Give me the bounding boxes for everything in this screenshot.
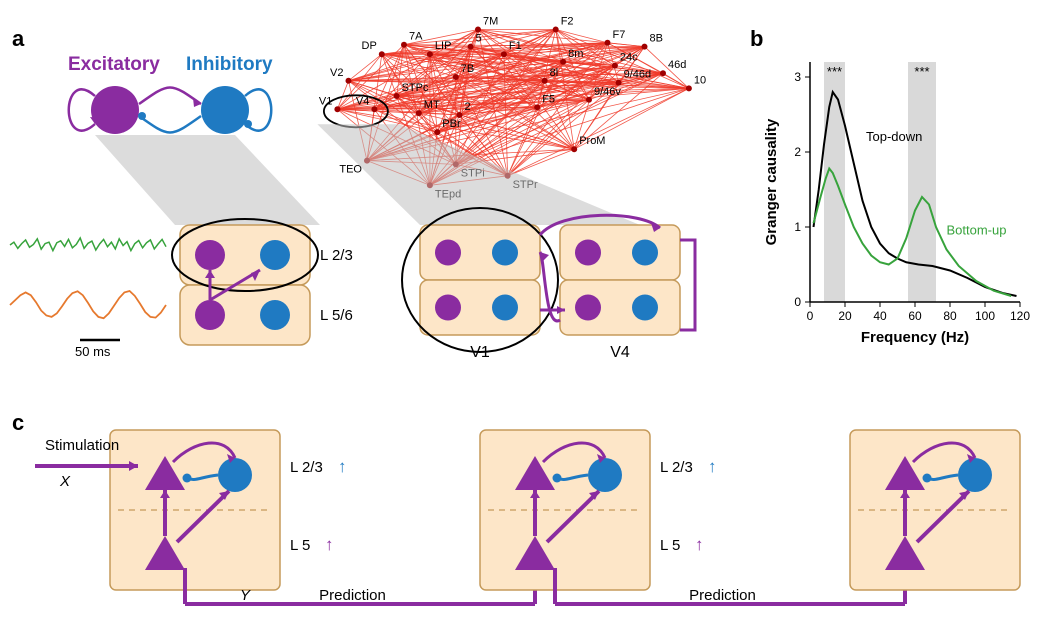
layer-l5: L 5 xyxy=(660,537,680,554)
network-node-label: F2 xyxy=(561,16,574,28)
scalebar-label: 50 ms xyxy=(75,344,111,359)
ylabel: Granger causality xyxy=(763,118,780,245)
series-label-topdown: Top-down xyxy=(866,129,922,144)
network-node-label: 7M xyxy=(483,16,498,28)
network-node-label: TEO xyxy=(339,164,362,176)
network-node-label: 8l xyxy=(550,67,559,79)
network-node-label: MT xyxy=(424,99,440,111)
network-node-label: 7B xyxy=(461,63,474,75)
series-label-bottomup: Bottom-up xyxy=(947,223,1007,238)
network-node-label: ProM xyxy=(579,135,605,147)
svg-text:20: 20 xyxy=(838,309,852,323)
svg-text:↑: ↑ xyxy=(708,457,717,476)
sig-marker: *** xyxy=(914,64,929,79)
figure-canvas: ExcitatoryInhibitoryL 2/3L 5/650 msV1V4V… xyxy=(0,0,1050,629)
svg-text:60: 60 xyxy=(908,309,922,323)
network-node-label: DP xyxy=(362,40,377,52)
sig-band xyxy=(824,62,845,302)
xlabel: Frequency (Hz) xyxy=(861,329,969,346)
svg-text:0: 0 xyxy=(794,295,801,309)
trace-gamma xyxy=(10,238,166,251)
network-node-label: STPc xyxy=(402,82,429,94)
sig-marker: *** xyxy=(827,64,842,79)
stimulation-label: Stimulation xyxy=(45,437,119,454)
svg-text:0: 0 xyxy=(807,309,814,323)
network-node-label: 24c xyxy=(620,52,638,64)
svg-text:80: 80 xyxy=(943,309,957,323)
network-node-label: 8m xyxy=(568,48,583,60)
layer-l23: L 2/3 xyxy=(660,459,693,476)
svg-text:1: 1 xyxy=(794,220,801,234)
area-label: V4 xyxy=(610,344,630,361)
x-label: X xyxy=(59,473,71,490)
layer-label-lower: L 5/6 xyxy=(320,307,353,324)
network-node-label: 10 xyxy=(694,74,706,86)
prediction-label: Prediction xyxy=(319,587,386,604)
network-node-label: 8B xyxy=(650,33,663,45)
network-node-label: 9/46d xyxy=(624,69,652,81)
trace-alpha xyxy=(10,291,166,318)
network-node-label: 7A xyxy=(409,31,423,43)
legend-inhibitory: Inhibitory xyxy=(186,54,273,75)
network-node-label: 2 xyxy=(465,101,471,113)
svg-text:↑: ↑ xyxy=(338,457,347,476)
network-node-label: 46d xyxy=(668,59,686,71)
legend-excitatory: Excitatory xyxy=(68,54,160,75)
prediction-label: Prediction xyxy=(689,587,756,604)
network-node-label: 5 xyxy=(476,33,482,45)
network-node-label: V2 xyxy=(330,67,343,79)
network-node-label: F1 xyxy=(509,40,522,52)
y-label: Y xyxy=(240,587,251,604)
svg-text:↑: ↑ xyxy=(695,535,704,554)
network-node-label: 9/46v xyxy=(594,86,621,98)
layer-label-upper: L 2/3 xyxy=(320,247,353,264)
svg-text:↑: ↑ xyxy=(325,535,334,554)
svg-text:2: 2 xyxy=(794,145,801,159)
network-node-label: PBr xyxy=(442,118,461,130)
layer-l23: L 2/3 xyxy=(290,459,323,476)
svg-text:3: 3 xyxy=(794,70,801,84)
svg-text:120: 120 xyxy=(1010,309,1030,323)
svg-text:40: 40 xyxy=(873,309,887,323)
network-node-label: F5 xyxy=(542,93,555,105)
network-node-label: LIP xyxy=(435,40,452,52)
layer-l5: L 5 xyxy=(290,537,310,554)
network-node-label: F7 xyxy=(613,29,626,41)
svg-text:100: 100 xyxy=(975,309,995,323)
